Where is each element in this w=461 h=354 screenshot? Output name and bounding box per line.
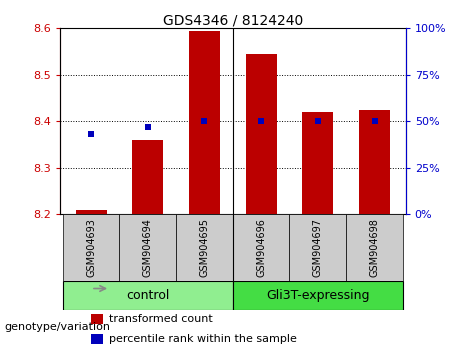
Point xyxy=(257,119,265,124)
Text: GSM904696: GSM904696 xyxy=(256,218,266,277)
Bar xyxy=(246,54,277,214)
Point xyxy=(371,119,378,124)
Bar xyxy=(346,214,403,280)
Title: GDS4346 / 8124240: GDS4346 / 8124240 xyxy=(163,13,303,27)
Text: percentile rank within the sample: percentile rank within the sample xyxy=(109,334,296,344)
Text: GSM904693: GSM904693 xyxy=(86,218,96,277)
Point xyxy=(88,131,95,137)
Bar xyxy=(359,110,390,214)
Bar xyxy=(233,280,403,310)
Text: GSM904694: GSM904694 xyxy=(143,218,153,277)
Text: control: control xyxy=(126,289,170,302)
Bar xyxy=(91,334,103,344)
Text: GSM904697: GSM904697 xyxy=(313,218,323,277)
Point xyxy=(201,119,208,124)
Point xyxy=(314,119,321,124)
Text: GSM904698: GSM904698 xyxy=(370,218,379,277)
Text: GSM904695: GSM904695 xyxy=(200,218,209,277)
Bar xyxy=(132,140,163,214)
Bar xyxy=(189,31,220,214)
Bar xyxy=(119,214,176,280)
Bar xyxy=(233,214,290,280)
Bar xyxy=(76,210,106,214)
Bar xyxy=(63,280,233,310)
Bar xyxy=(290,214,346,280)
Text: Gli3T-expressing: Gli3T-expressing xyxy=(266,289,370,302)
Bar xyxy=(63,214,119,280)
Point xyxy=(144,124,152,130)
Text: transformed count: transformed count xyxy=(109,314,213,324)
Bar xyxy=(176,214,233,280)
Bar xyxy=(302,112,333,214)
Bar xyxy=(91,314,103,324)
Text: genotype/variation: genotype/variation xyxy=(5,322,111,332)
